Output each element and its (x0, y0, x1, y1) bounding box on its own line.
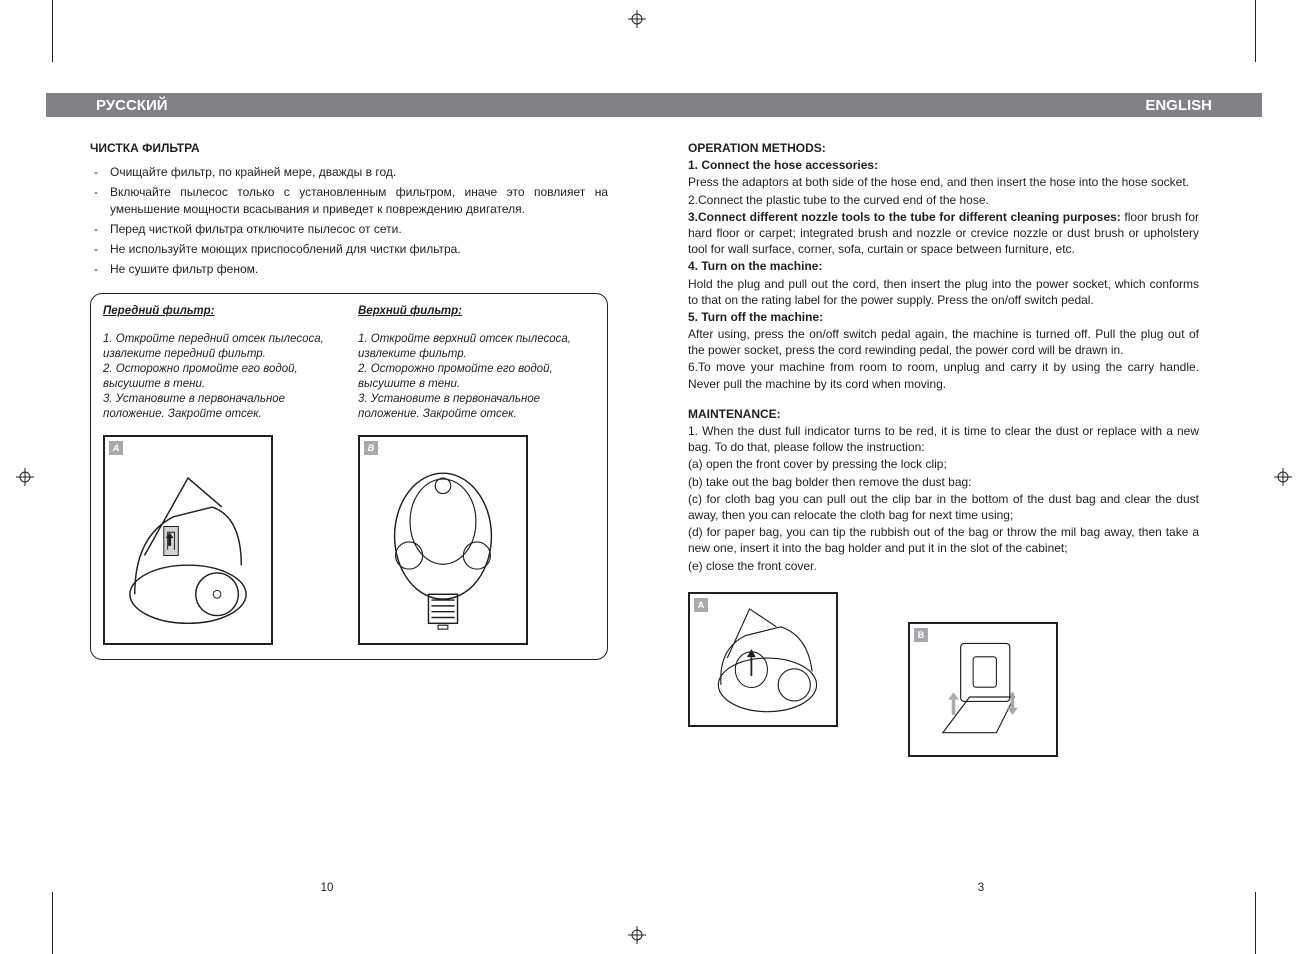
item-strong: 3.Connect different nozzle tools to the … (688, 210, 1121, 224)
list-item: Не используйте моющих приспособлений для… (90, 241, 608, 257)
page-left: РУССКИЙ ЧИСТКА ФИЛЬТРА Очищайте фильтр, … (0, 0, 654, 954)
item-strong: 4. Turn on the machine: (688, 259, 822, 273)
filter-title: Верхний фильтр: (358, 304, 595, 320)
filter-column-top: Верхний фильтр: 1. Откройте верхний отсе… (358, 304, 595, 645)
language-bar-russian: РУССКИЙ (46, 93, 654, 117)
section-heading: MAINTENANCE: (688, 406, 1199, 422)
item-text: Hold the plug and pull out the cord, the… (688, 276, 1199, 308)
language-label: ENGLISH (1145, 97, 1212, 114)
vacuum-open-icon (696, 600, 830, 721)
item-text: 6.To move your machine from room to room… (688, 359, 1199, 391)
list-item: Очищайте фильтр, по крайней мере, дважды… (90, 164, 608, 180)
operation-methods-section: OPERATION METHODS: 1. Connect the hose a… (688, 140, 1199, 392)
filter-steps: 1. Откройте верхний отсек пылесоса, извл… (358, 332, 595, 422)
maintenance-section: MAINTENANCE: 1. When the dust full indic… (688, 406, 1199, 574)
filter-steps: 1. Откройте передний отсек пылесоса, изв… (103, 332, 340, 422)
maintenance-illustration-a: A (688, 592, 838, 727)
list-item: Включайте пылесос только с установленным… (90, 184, 608, 216)
language-label: РУССКИЙ (96, 97, 168, 114)
right-content: OPERATION METHODS: 1. Connect the hose a… (688, 140, 1199, 757)
section-heading: OPERATION METHODS: (688, 140, 1199, 156)
filter-box: Передний фильтр: 1. Откройте передний от… (90, 293, 608, 660)
item-text: (d) for paper bag, you can tip the rubbi… (688, 524, 1199, 556)
item-text: Press the adaptors at both side of the h… (688, 174, 1199, 190)
filter-illustration-b: B (358, 435, 528, 645)
maintenance-illustration-b: B (908, 622, 1058, 757)
page-right: ENGLISH OPERATION METHODS: 1. Connect th… (654, 0, 1308, 954)
item-text: (c) for cloth bag you can pull out the c… (688, 491, 1199, 523)
filter-illustration-a: A (103, 435, 273, 645)
vacuum-side-icon (115, 449, 261, 633)
item-text: 2.Connect the plastic tube to the curved… (688, 192, 1199, 208)
maintenance-images: A B (688, 592, 1199, 757)
item-text: After using, press the on/off switch ped… (688, 326, 1199, 358)
left-content: ЧИСТКА ФИЛЬТРА Очищайте фильтр, по крайн… (90, 140, 608, 660)
section-heading: ЧИСТКА ФИЛЬТРА (90, 140, 608, 156)
vacuum-top-icon (370, 449, 516, 633)
filter-column-front: Передний фильтр: 1. Откройте передний от… (103, 304, 340, 645)
filter-title: Передний фильтр: (103, 304, 340, 320)
item-strong: 1. Connect the hose accessories: (688, 158, 878, 172)
item-text: (b) take out the bag bolder then remove … (688, 474, 1199, 490)
item-text: 1. When the dust full indicator turns to… (688, 423, 1199, 455)
item-text: (e) close the front cover. (688, 558, 1199, 574)
bullet-list: Очищайте фильтр, по крайней мере, дважды… (90, 164, 608, 277)
dust-bag-icon (916, 630, 1050, 751)
page-number: 10 (0, 882, 654, 894)
list-item: Не сушите фильтр феном. (90, 261, 608, 277)
list-item: Перед чисткой фильтра отключите пылесос … (90, 221, 608, 237)
item-strong: 5. Turn off the machine: (688, 310, 823, 324)
language-bar-english: ENGLISH (654, 93, 1262, 117)
item-text: (a) open the front cover by pressing the… (688, 456, 1199, 472)
page-number: 3 (654, 882, 1308, 894)
